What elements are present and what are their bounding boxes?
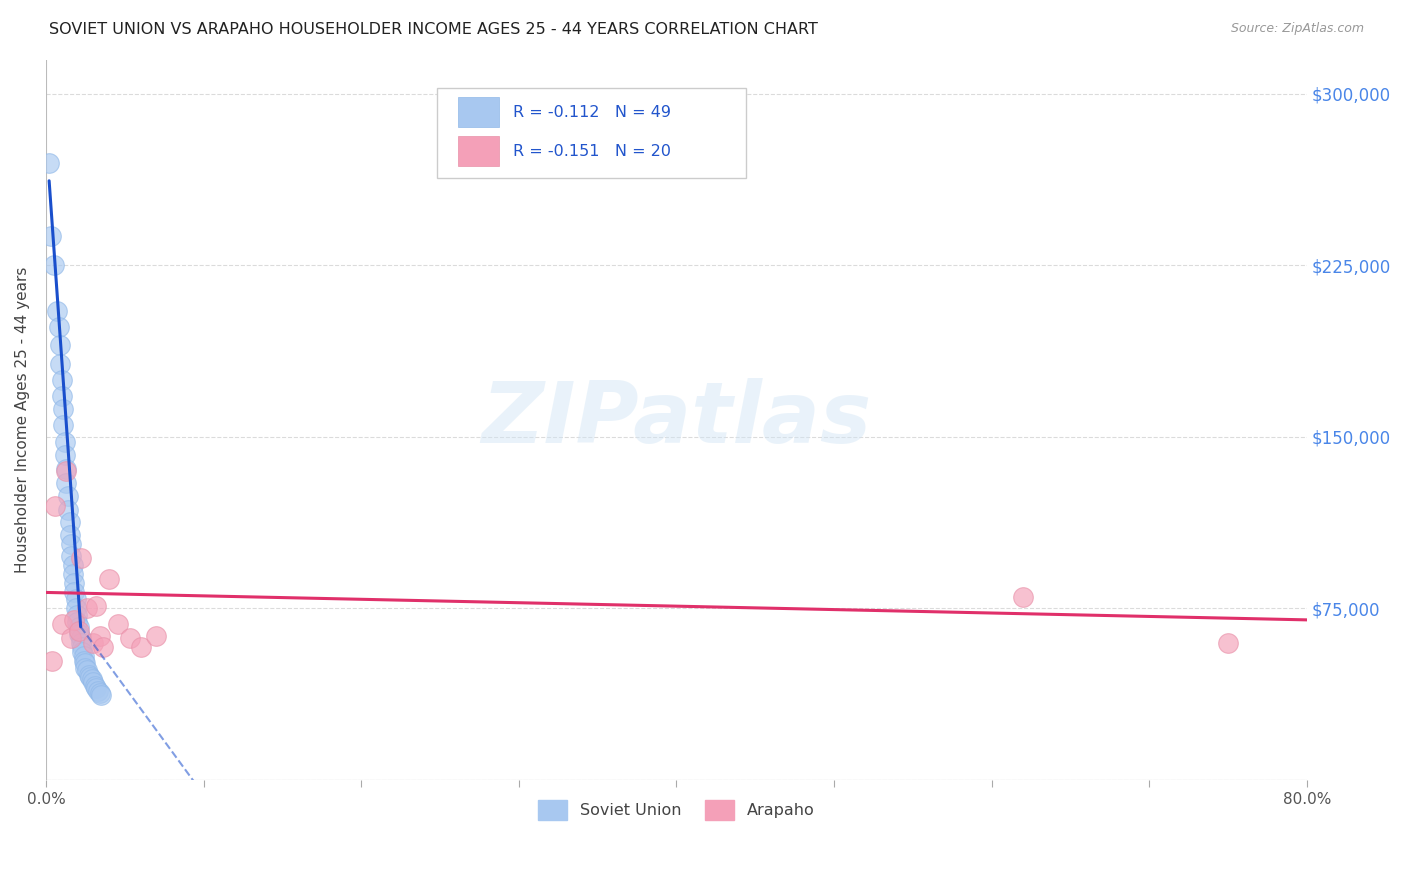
Point	[59, 515, 82, 529]
Point	[79, 670, 101, 684]
Text: R = -0.112   N = 49: R = -0.112 N = 49	[513, 104, 671, 120]
Point	[77, 667, 100, 681]
Point	[63, 585, 86, 599]
Point	[87, 683, 110, 698]
Point	[63, 576, 86, 591]
Point	[67, 620, 90, 634]
Point	[39, 228, 62, 243]
Point	[41, 654, 63, 668]
Point	[1216, 636, 1239, 650]
Point	[1012, 590, 1035, 604]
Point	[44, 499, 66, 513]
Point	[56, 503, 79, 517]
Point	[59, 528, 82, 542]
Point	[73, 654, 96, 668]
Point	[86, 599, 108, 614]
Point	[55, 475, 77, 490]
Point	[55, 464, 77, 478]
Point	[63, 613, 86, 627]
Point	[52, 402, 75, 417]
Point	[42, 259, 65, 273]
Point	[70, 645, 93, 659]
Point	[73, 649, 96, 664]
Point	[91, 640, 114, 655]
Point	[66, 608, 89, 623]
Point	[70, 640, 93, 655]
Text: Source: ZipAtlas.com: Source: ZipAtlas.com	[1230, 22, 1364, 36]
Point	[76, 601, 98, 615]
Text: SOVIET UNION VS ARAPAHO HOUSEHOLDER INCOME AGES 25 - 44 YEARS CORRELATION CHART: SOVIET UNION VS ARAPAHO HOUSEHOLDER INCO…	[49, 22, 818, 37]
Point	[82, 674, 104, 689]
Point	[65, 592, 87, 607]
Point	[67, 626, 90, 640]
Text: ZIPatlas: ZIPatlas	[481, 378, 872, 461]
Point	[107, 617, 129, 632]
Point	[46, 304, 69, 318]
Point	[83, 679, 105, 693]
Point	[62, 567, 84, 582]
Point	[60, 549, 83, 563]
Point	[80, 673, 103, 687]
FancyBboxPatch shape	[437, 88, 745, 178]
Point	[86, 681, 108, 696]
Bar	[458, 97, 499, 128]
Point	[98, 572, 121, 586]
Point	[76, 663, 98, 677]
Point	[55, 462, 77, 476]
Y-axis label: Householder Income Ages 25 - 44 years: Householder Income Ages 25 - 44 years	[15, 267, 30, 573]
Point	[51, 389, 73, 403]
Point	[48, 320, 70, 334]
Point	[49, 338, 72, 352]
Point	[62, 558, 84, 572]
Point	[67, 624, 90, 639]
Point	[69, 551, 91, 566]
Point	[53, 448, 76, 462]
Point	[69, 631, 91, 645]
Point	[38, 155, 60, 169]
Point	[118, 631, 141, 645]
Point	[51, 617, 73, 632]
Point	[60, 537, 83, 551]
Point	[89, 686, 111, 700]
Point	[90, 689, 112, 703]
Point	[53, 434, 76, 449]
Bar	[458, 136, 499, 166]
Point	[51, 373, 73, 387]
Point	[145, 629, 167, 643]
Point	[52, 418, 75, 433]
Point	[75, 661, 97, 675]
Point	[129, 640, 152, 655]
Point	[82, 636, 104, 650]
Legend: Soviet Union, Arapaho: Soviet Union, Arapaho	[531, 794, 821, 826]
Point	[66, 615, 89, 629]
Point	[56, 489, 79, 503]
Text: R = -0.151   N = 20: R = -0.151 N = 20	[513, 144, 671, 159]
Point	[65, 601, 87, 615]
Point	[75, 657, 97, 671]
Point	[49, 357, 72, 371]
Point	[89, 629, 111, 643]
Point	[69, 636, 91, 650]
Point	[60, 631, 83, 645]
